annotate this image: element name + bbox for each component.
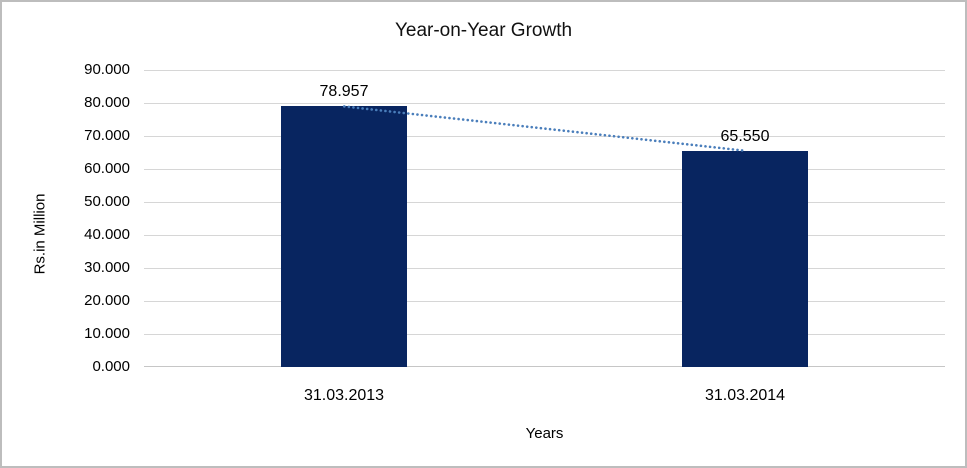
gridline: [144, 235, 945, 236]
plot-area: 78.957 65.550: [144, 70, 945, 367]
y-tick-label: 70.000: [84, 127, 130, 144]
gridline: [144, 103, 945, 104]
data-label: 78.957: [319, 83, 369, 100]
y-tick-label: 30.000: [84, 259, 130, 276]
chart-title: Year-on-Year Growth: [394, 20, 573, 41]
y-tick-label: 10.000: [84, 325, 130, 342]
y-tick-label: 40.000: [84, 226, 130, 243]
gridline: [144, 301, 945, 302]
bar: [682, 151, 808, 367]
y-tick-label: 50.000: [84, 193, 130, 210]
bar: [281, 106, 407, 367]
y-tick-label: 90.000: [84, 61, 130, 78]
gridline: [144, 334, 945, 335]
x-axis-line: [144, 366, 945, 367]
x-axis-title: Years: [525, 425, 564, 442]
y-tick-label: 20.000: [84, 292, 130, 309]
gridline: [144, 268, 945, 269]
data-label: 65.550: [720, 128, 770, 145]
trendline: [342, 105, 747, 152]
gridline: [144, 136, 945, 137]
gridline: [144, 169, 945, 170]
x-category-label: 31.03.2013: [303, 387, 385, 404]
y-tick-label: 0.000: [92, 358, 130, 375]
gridline: [144, 202, 945, 203]
x-category-label: 31.03.2014: [704, 387, 786, 404]
y-tick-label: 80.000: [84, 94, 130, 111]
gridline: [144, 70, 945, 71]
y-tick-label: 60.000: [84, 160, 130, 177]
